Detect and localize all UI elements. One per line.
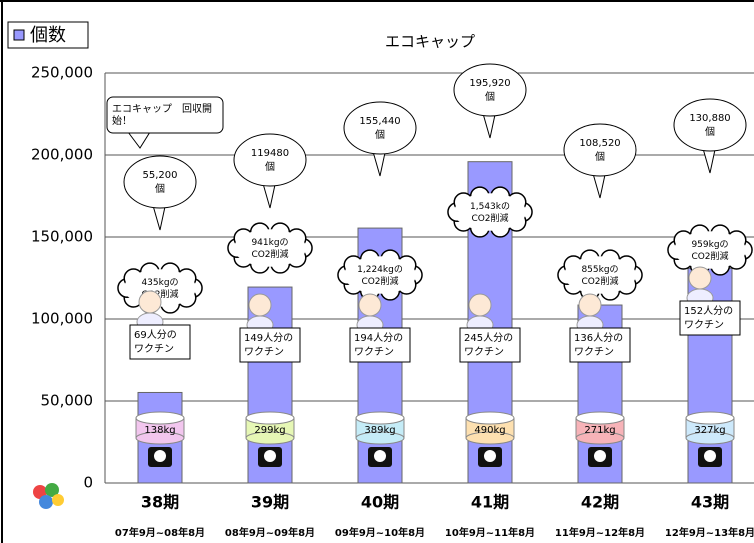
cylinder-bottom: [355, 431, 405, 445]
vaccine-box: [129, 324, 191, 360]
value-bubble: [233, 133, 307, 187]
cylinder-bottom: [575, 431, 625, 445]
legend-label: 個数: [30, 25, 66, 46]
value-bubble: [563, 123, 637, 177]
cylinder-bottom: [135, 431, 185, 445]
value-label: 155,440 個: [359, 116, 400, 141]
period-label: 09年9月~10年8月: [335, 526, 425, 539]
y-tick-label: 200,000: [31, 146, 93, 164]
vaccine-box: [569, 327, 631, 363]
cylinder-top: [575, 411, 625, 425]
vaccine-label: 149人分のワクチン: [244, 332, 293, 358]
x-tick-label: 39期: [251, 493, 289, 512]
baby-head: [248, 293, 272, 317]
value-label: 108,520 個: [579, 138, 620, 163]
weight-label: 138kg: [144, 425, 175, 436]
y-tick-label: 250,000: [31, 64, 93, 82]
cylinder-top: [465, 411, 515, 425]
baby-head: [468, 293, 492, 317]
value-bubble: [123, 155, 197, 209]
period-label: 11年9月~12年8月: [555, 526, 645, 539]
baby-head: [688, 266, 712, 290]
scale-dial: [704, 450, 716, 462]
weight-label: 271kg: [584, 425, 615, 436]
cloud-body: [234, 229, 306, 267]
cylinder-bottom: [685, 431, 735, 445]
weight-label: 389kg: [364, 425, 395, 436]
co2-label: 1,224kgの CO2削減: [357, 265, 403, 287]
note-label: エコキャップ 回収開始！: [112, 103, 212, 127]
scale-dial: [264, 450, 276, 462]
y-tick-label: 150,000: [31, 228, 93, 246]
vaccine-label: 245人分のワクチン: [464, 332, 513, 358]
value-label: 130,880 個: [689, 113, 730, 138]
co2-label: 1,543kの CO2削減: [470, 202, 510, 224]
vaccine-box: [459, 327, 521, 363]
baby-head: [138, 290, 162, 314]
cylinder-top: [355, 411, 405, 425]
weight-label: 299kg: [254, 425, 285, 436]
cylinder-bottom: [465, 431, 515, 445]
y-tick-label: 100,000: [31, 310, 93, 328]
co2-label: 941kgの CO2削減: [251, 238, 288, 260]
legend-swatch: [13, 29, 25, 41]
weight-label: 327kg: [694, 425, 725, 436]
x-tick-label: 41期: [471, 493, 509, 512]
vaccine-box: [349, 327, 411, 363]
co2-label: 959kgの CO2削減: [691, 240, 728, 262]
cloud-body: [344, 256, 416, 294]
value-label: 195,920 個: [469, 78, 510, 103]
value-bubble: [673, 98, 747, 152]
cloud-body: [674, 231, 746, 269]
scale-dial: [484, 450, 496, 462]
scale-dial: [374, 450, 386, 462]
x-tick-label: 43期: [691, 493, 729, 512]
x-tick-label: 40期: [361, 493, 399, 512]
x-tick-label: 42期: [581, 493, 619, 512]
period-label: 10年9月~11年8月: [445, 526, 535, 539]
note-box: [106, 96, 224, 134]
period-label: 07年9月~08年8月: [115, 526, 205, 539]
co2-label: 855kgの CO2削減: [581, 265, 618, 287]
cloud-body: [454, 193, 526, 231]
y-tick-label: 50,000: [41, 392, 94, 410]
cylinder-top: [135, 411, 185, 425]
vaccine-box: [239, 327, 301, 363]
baby-head: [358, 293, 382, 317]
vaccine-label: 69人分のワクチン: [134, 329, 177, 355]
value-bubble: [453, 63, 527, 117]
vaccine-box: [679, 300, 741, 336]
scale-dial: [154, 450, 166, 462]
y-tick-label: 0: [83, 474, 93, 492]
vaccine-label: 194人分のワクチン: [354, 332, 403, 358]
value-label: 55,200 個: [143, 170, 178, 195]
vaccine-label: 136人分のワクチン: [574, 332, 623, 358]
period-label: 08年9月~09年8月: [225, 526, 315, 539]
chart-title: エコキャップ: [385, 33, 475, 51]
x-tick-label: 38期: [141, 493, 179, 512]
scale-dial: [594, 450, 606, 462]
period-label: 12年9月~13年8月: [665, 526, 754, 539]
cylinder-bottom: [245, 431, 295, 445]
cylinder-top: [245, 411, 295, 425]
value-label: 119480 個: [251, 148, 289, 173]
logo: [33, 483, 64, 509]
weight-label: 490kg: [474, 425, 505, 436]
vaccine-label: 152人分のワクチン: [684, 305, 733, 331]
baby-head: [578, 293, 602, 317]
cloud-body: [564, 256, 636, 294]
cylinder-top: [685, 411, 735, 425]
value-bubble: [343, 101, 417, 155]
